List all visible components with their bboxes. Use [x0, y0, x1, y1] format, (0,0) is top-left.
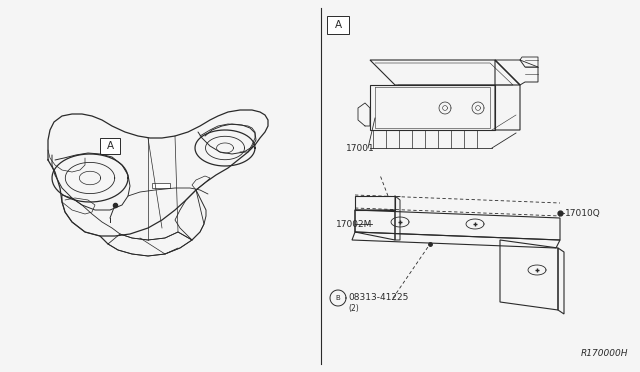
Text: B: B — [335, 295, 340, 301]
Text: 17010Q: 17010Q — [565, 208, 601, 218]
Text: A: A — [106, 141, 113, 151]
Text: 17001: 17001 — [346, 144, 375, 153]
Bar — [100, 138, 120, 154]
Text: 17002M: 17002M — [336, 219, 372, 228]
Text: (2): (2) — [348, 304, 359, 312]
Bar — [327, 16, 349, 34]
Text: A: A — [335, 20, 342, 30]
Text: 08313-41225: 08313-41225 — [348, 294, 408, 302]
Bar — [152, 183, 170, 188]
Text: R170000H: R170000H — [580, 349, 628, 358]
